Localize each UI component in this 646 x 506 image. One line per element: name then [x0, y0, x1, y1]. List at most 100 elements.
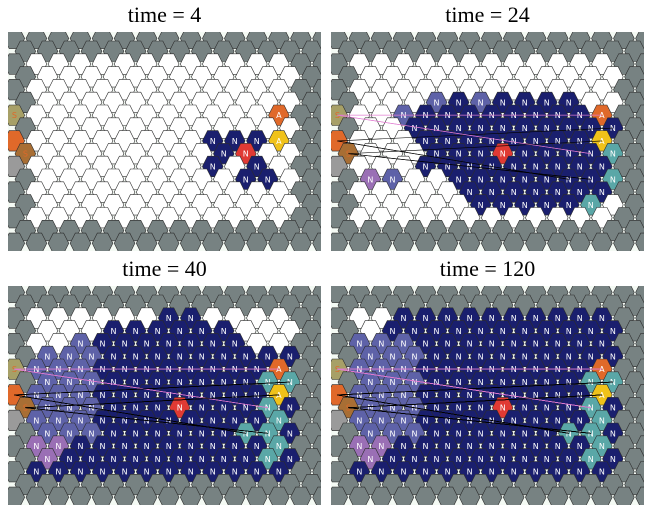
cell-label: N [577, 137, 583, 146]
cell-label: N [489, 314, 495, 323]
cell-label: N [221, 150, 227, 159]
cell-label: N [133, 378, 139, 387]
cell-label: N [533, 468, 539, 477]
cell-label: N [544, 352, 550, 361]
border-hex-cell [290, 486, 312, 505]
panel-title: time = 40 [122, 256, 207, 281]
hex-grid: N NN N N N N NN N N N N N N NN N N N N N N N N N N NS N N N N N N N N N N N… [8, 286, 321, 505]
cell-label: N [221, 455, 227, 464]
cell-label: N [210, 340, 216, 349]
cell-label: N [188, 340, 194, 349]
border-hex-cell [91, 232, 114, 251]
cell-label: N [254, 365, 260, 374]
cell-label: S [346, 150, 351, 159]
border-hex-cell [69, 232, 92, 251]
cell-label: N [412, 429, 418, 438]
cell-label: N [254, 137, 260, 146]
cell-label: A [599, 365, 605, 374]
cell-label: N [478, 327, 484, 336]
cell-label: N [445, 442, 451, 451]
cell-label: N [610, 327, 616, 336]
cell-label: N [412, 352, 418, 361]
border-hex-cell [525, 486, 547, 505]
cell-label: N [423, 417, 429, 426]
cell-label: N [111, 404, 117, 413]
cell-label: N [287, 455, 293, 464]
cell-label: N [111, 429, 117, 438]
cell-label: N [577, 442, 583, 451]
cell-label: N [478, 404, 484, 413]
cell-label: N [522, 429, 528, 438]
cell-label: N [243, 352, 249, 361]
cell-label: S [23, 150, 28, 159]
cell-label: N [100, 391, 106, 400]
cell-label: N [434, 327, 440, 336]
cell-label: A [599, 137, 605, 146]
cell-label: N [144, 340, 150, 349]
cell-label: N [232, 442, 238, 451]
border-hex-cell [202, 486, 224, 505]
cell-label: N [166, 340, 172, 349]
cell-label: N [588, 150, 594, 159]
cell-label: N [500, 98, 506, 107]
cell-label: N [367, 352, 373, 361]
cell-label: N [478, 429, 484, 438]
cell-label: N [243, 429, 249, 438]
cell-label: N [144, 391, 150, 400]
cell-label: N [367, 455, 373, 464]
cell-label: N [599, 417, 605, 426]
cell-label: N [276, 442, 282, 451]
cell-label: N [610, 378, 616, 387]
cell-label: N [588, 352, 594, 361]
cell-label: N [511, 365, 517, 374]
cell-label: N [221, 352, 227, 361]
cell-label: N [287, 429, 293, 438]
cell-label: N [188, 314, 194, 323]
cell-label: N [401, 340, 407, 349]
cell-label: N [133, 327, 139, 336]
cell-label: N [577, 468, 583, 477]
cell-label: N [588, 327, 594, 336]
cell-label: N [276, 417, 282, 426]
cell-label: N [89, 378, 95, 387]
cell-label: N [588, 201, 594, 210]
cell-label: N [44, 404, 50, 413]
cell-label: N [44, 352, 50, 361]
connection-line [337, 114, 591, 154]
border-hex-cell [135, 486, 158, 505]
border-hex-cell [179, 232, 202, 251]
cell-label: N [78, 417, 84, 426]
border-hex-cell [613, 486, 635, 505]
cell-label: N [390, 404, 396, 413]
cell-label: N [566, 124, 572, 133]
cell-label: N [356, 391, 362, 400]
cell-label: N [177, 404, 183, 413]
cell-label: N [511, 417, 517, 426]
cell-label: N [287, 378, 293, 387]
cell-label: S [335, 365, 340, 374]
cell-label: N [199, 404, 205, 413]
cell-label: N [55, 365, 61, 374]
cell-label: N [500, 124, 506, 133]
border-hex-cell [8, 486, 26, 505]
cell-label: N [254, 163, 260, 172]
cell-label: N [544, 124, 550, 133]
cell-label: N [467, 163, 473, 172]
cell-label: N [489, 365, 495, 374]
connection-line [348, 140, 602, 154]
cell-label: N [555, 137, 561, 146]
cell-label: N [177, 352, 183, 361]
cell-label: N [434, 352, 440, 361]
cell-label: N [122, 391, 128, 400]
hex-grid: N N N N N N N N N NN N N N N N N N N N NN N N N N N N N N N N NN N N N N N N… [331, 286, 644, 505]
cell-label: N [533, 340, 539, 349]
cell-label: N [166, 468, 172, 477]
cell-label: N [434, 455, 440, 464]
cell-label: S [335, 391, 340, 400]
cell-label: N [467, 188, 473, 197]
cell-label: N [511, 314, 517, 323]
cell-label: N [67, 404, 73, 413]
cell-label: N [456, 150, 462, 159]
border-hex-cell [414, 486, 437, 505]
cell-label: N [55, 391, 61, 400]
